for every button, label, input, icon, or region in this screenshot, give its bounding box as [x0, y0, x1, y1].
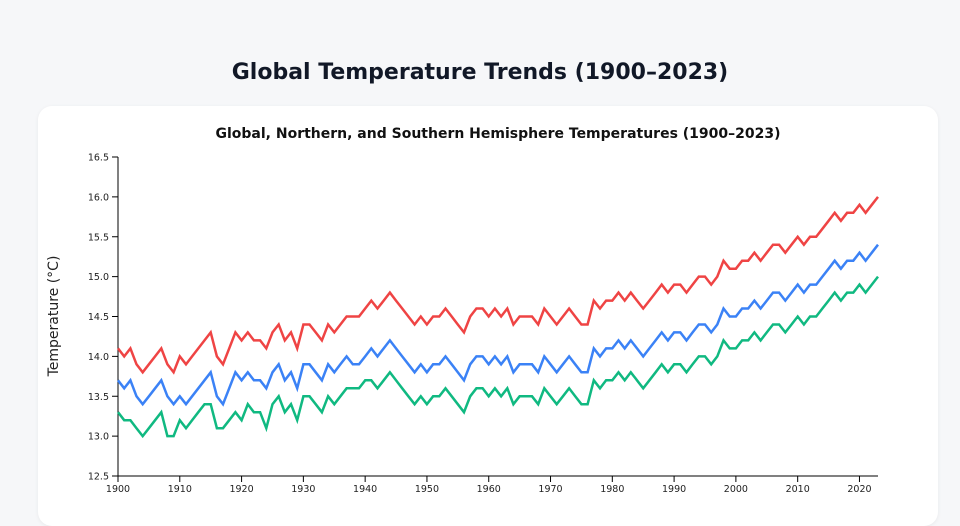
x-tick-label: 1990 — [662, 484, 686, 495]
y-axis-label: Temperature (°C) — [46, 256, 62, 378]
series-line-3 — [117, 275, 879, 439]
y-tick-label: 14.0 — [88, 352, 109, 363]
y-tick-label: 13.0 — [88, 432, 109, 443]
y-tick-label: 15.5 — [88, 232, 109, 243]
x-tick-label: 2010 — [786, 484, 810, 495]
x-tick-label: 1910 — [168, 484, 192, 495]
y-tick-label: 14.5 — [88, 312, 109, 323]
x-tick-label: 1920 — [229, 484, 253, 495]
x-tick-label: 1930 — [291, 484, 315, 495]
x-tick-label: 2020 — [847, 484, 871, 495]
y-tick-label: 16.0 — [88, 192, 109, 203]
x-tick-label: 1950 — [415, 484, 439, 495]
x-tick-label: 1980 — [600, 484, 624, 495]
line-chart: Temperature (°C) 12.5 13.0 13.5 14.0 14.5 15.… — [46, 153, 879, 495]
y-tick-label: 12.5 — [88, 472, 109, 483]
y-tick-label: 13.5 — [88, 392, 109, 403]
series-line-1 — [117, 196, 879, 375]
y-tick-label: 16.5 — [88, 153, 109, 164]
x-tick-label: 1970 — [538, 484, 562, 495]
x-tick-label: 1960 — [477, 484, 501, 495]
series-line-2 — [117, 243, 879, 407]
y-tick-label: 15.0 — [88, 272, 109, 283]
chart-title: Global, Northern, and Southern Hemispher… — [215, 126, 781, 142]
x-tick-label: 2000 — [724, 484, 748, 495]
x-tick-label: 1940 — [353, 484, 377, 495]
page-title: Global Temperature Trends (1900–2023) — [231, 60, 729, 85]
x-tick-label: 1900 — [106, 484, 130, 495]
